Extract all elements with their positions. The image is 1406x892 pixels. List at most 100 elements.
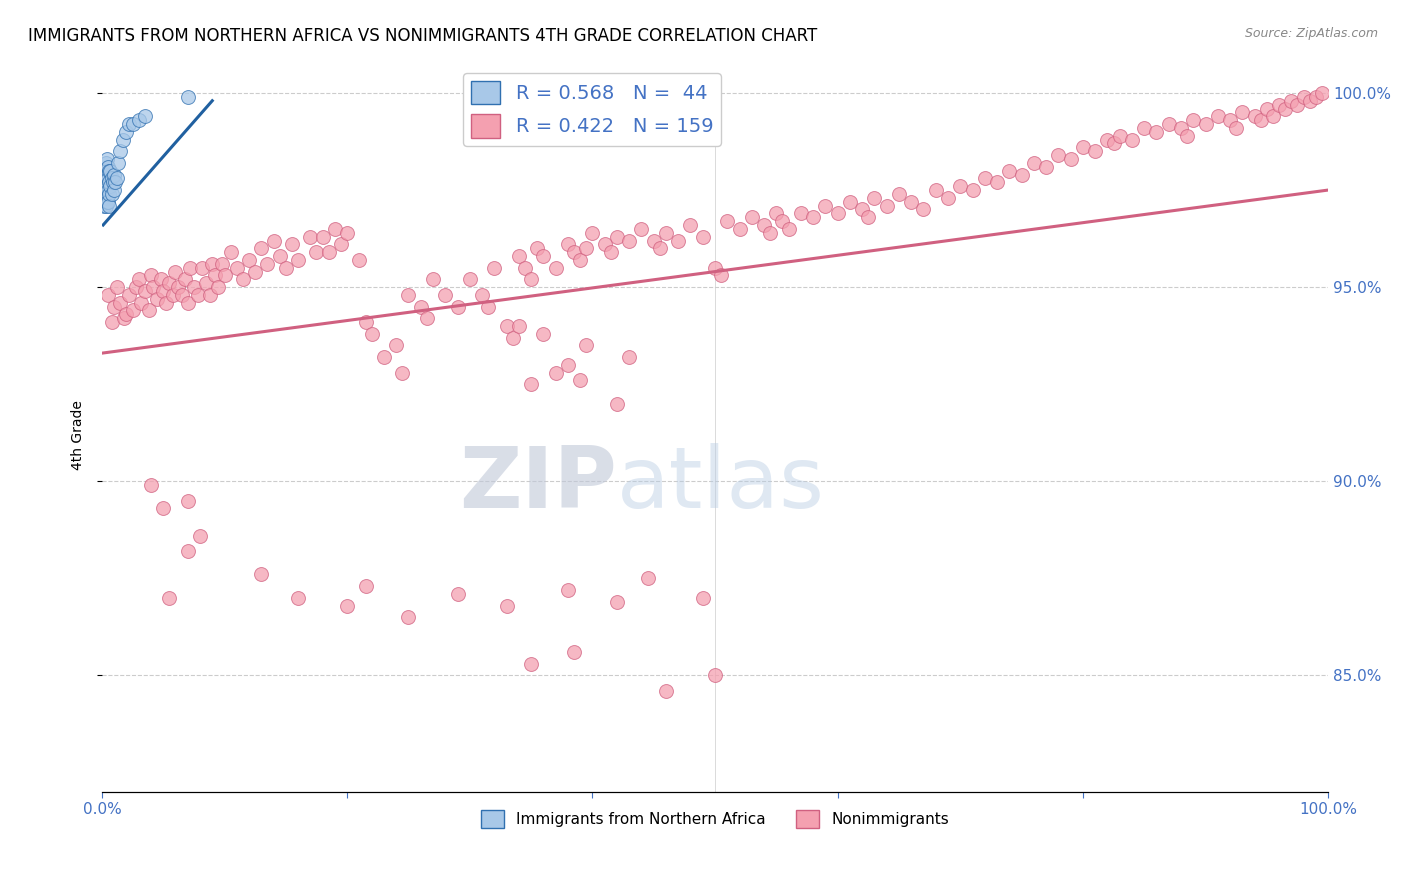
Point xyxy=(100,171,122,186)
Point xyxy=(655,226,678,240)
Point xyxy=(1279,94,1302,108)
Point xyxy=(900,194,922,209)
Point xyxy=(495,318,517,333)
Point xyxy=(446,587,468,601)
Point xyxy=(157,591,180,605)
Point xyxy=(666,234,689,248)
Text: ZIP: ZIP xyxy=(460,443,617,526)
Point xyxy=(96,194,118,209)
Point xyxy=(637,571,659,585)
Point xyxy=(1256,102,1278,116)
Point xyxy=(398,610,420,624)
Point xyxy=(96,168,118,182)
Point xyxy=(876,198,898,212)
Point xyxy=(204,268,226,283)
Point xyxy=(434,288,457,302)
Point xyxy=(100,186,122,201)
Point xyxy=(520,272,543,286)
Point xyxy=(94,163,117,178)
Legend: Immigrants from Northern Africa, Nonimmigrants: Immigrants from Northern Africa, Nonimmi… xyxy=(475,804,955,834)
Point xyxy=(91,183,114,197)
Point xyxy=(692,229,714,244)
Point xyxy=(219,245,242,260)
Point xyxy=(139,268,162,283)
Point xyxy=(94,183,117,197)
Point xyxy=(1274,102,1296,116)
Point xyxy=(1170,120,1192,135)
Point xyxy=(354,315,377,329)
Point xyxy=(544,260,567,275)
Point xyxy=(110,145,132,159)
Point xyxy=(97,194,120,209)
Text: IMMIGRANTS FROM NORTHERN AFRICA VS NONIMMIGRANTS 4TH GRADE CORRELATION CHART: IMMIGRANTS FROM NORTHERN AFRICA VS NONIM… xyxy=(28,27,817,45)
Point xyxy=(1022,156,1045,170)
Point xyxy=(336,226,359,240)
Point xyxy=(973,171,995,186)
Point xyxy=(354,579,377,593)
Point xyxy=(96,179,118,194)
Point xyxy=(138,303,160,318)
Point xyxy=(263,234,285,248)
Point xyxy=(1133,120,1156,135)
Point xyxy=(323,222,346,236)
Point xyxy=(508,249,530,263)
Point xyxy=(207,280,229,294)
Point xyxy=(1286,97,1309,112)
Point xyxy=(458,272,481,286)
Point xyxy=(422,272,444,286)
Point xyxy=(575,338,598,352)
Point xyxy=(962,183,984,197)
Point xyxy=(1121,132,1143,146)
Point xyxy=(495,599,517,613)
Point xyxy=(170,288,193,302)
Point xyxy=(129,295,152,310)
Point xyxy=(311,229,333,244)
Point xyxy=(1084,145,1107,159)
Point xyxy=(93,179,115,194)
Point xyxy=(599,245,621,260)
Point xyxy=(752,218,775,232)
Point xyxy=(121,303,143,318)
Point xyxy=(118,117,141,131)
Point xyxy=(801,211,824,225)
Point xyxy=(863,191,886,205)
Point xyxy=(1292,90,1315,104)
Point xyxy=(105,280,128,294)
Point xyxy=(100,163,122,178)
Point xyxy=(287,591,309,605)
Point xyxy=(98,175,121,189)
Point xyxy=(177,493,200,508)
Point xyxy=(104,175,127,189)
Point xyxy=(1310,86,1333,100)
Point xyxy=(93,198,115,212)
Point xyxy=(1299,94,1322,108)
Point xyxy=(814,198,837,212)
Point xyxy=(115,125,138,139)
Point xyxy=(409,300,432,314)
Point xyxy=(121,117,143,131)
Point xyxy=(94,198,117,212)
Point xyxy=(100,315,122,329)
Point xyxy=(704,668,727,682)
Point xyxy=(1011,168,1033,182)
Point xyxy=(256,257,278,271)
Point xyxy=(152,501,174,516)
Point xyxy=(149,272,172,286)
Point xyxy=(211,257,233,271)
Point xyxy=(360,326,382,341)
Point xyxy=(1243,109,1265,123)
Point xyxy=(484,260,506,275)
Point xyxy=(557,358,579,372)
Point xyxy=(575,241,598,255)
Point xyxy=(1059,152,1081,166)
Point xyxy=(103,183,125,197)
Point xyxy=(225,260,247,275)
Text: atlas: atlas xyxy=(617,443,825,526)
Point xyxy=(557,582,579,597)
Point xyxy=(710,268,733,283)
Point xyxy=(146,292,169,306)
Point xyxy=(250,567,273,582)
Point xyxy=(1206,109,1229,123)
Point xyxy=(1108,128,1130,143)
Point xyxy=(112,311,135,326)
